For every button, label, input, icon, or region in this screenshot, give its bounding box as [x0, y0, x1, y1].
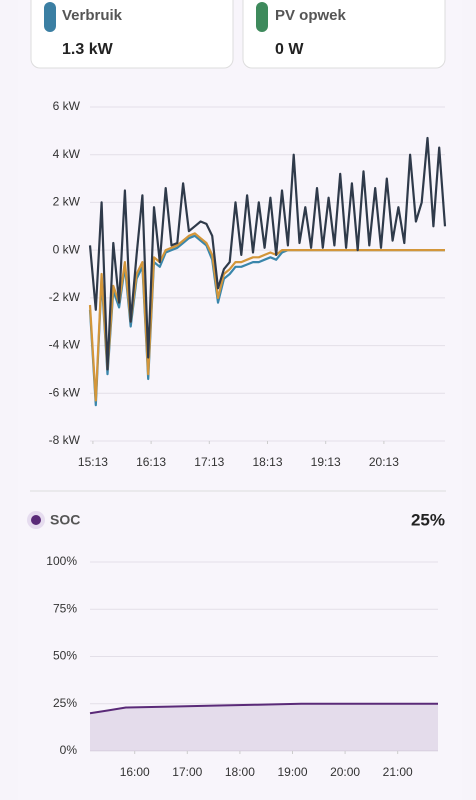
y-tick-label: 50% [53, 649, 77, 663]
y-tick-label: 25% [53, 696, 77, 710]
panel [18, 0, 462, 800]
x-tick-label: 20:13 [369, 455, 399, 469]
card-value: 0 W [275, 41, 304, 58]
card-icon [44, 2, 56, 32]
area [90, 703, 438, 751]
card-icon [256, 2, 268, 32]
x-tick-label: 15:13 [78, 455, 108, 469]
y-tick-label: -4 kW [49, 338, 81, 352]
legend-label: SOC [50, 512, 80, 528]
card [30, 0, 234, 69]
y-tick-label: 6 kW [53, 99, 81, 113]
y-tick-label: -2 kW [49, 290, 81, 304]
card-value: 1.3 kW [62, 41, 114, 58]
x-tick-label: 20:00 [330, 765, 360, 779]
y-tick-label: 2 kW [53, 195, 81, 209]
x-tick-label: 17:00 [172, 765, 202, 779]
y-tick-label: 0% [60, 743, 78, 757]
x-tick-label: 18:13 [252, 455, 282, 469]
x-tick-label: 21:00 [383, 765, 413, 779]
x-tick-label: 16:00 [120, 765, 150, 779]
card [242, 0, 446, 69]
x-tick-label: 19:00 [277, 765, 307, 779]
y-tick-label: 75% [53, 601, 77, 615]
y-tick-label: -8 kW [49, 433, 81, 447]
y-tick-label: 4 kW [53, 147, 81, 161]
line [88, 136, 447, 371]
current-value: 25% [411, 510, 445, 529]
line [89, 702, 438, 715]
legend-dot [31, 515, 41, 525]
y-tick-label: 100% [46, 554, 77, 568]
card-label: Verbruik [62, 7, 123, 24]
card-label: PV opwek [275, 7, 347, 24]
x-tick-label: 17:13 [194, 455, 224, 469]
x-tick-label: 16:13 [136, 455, 166, 469]
y-tick-label: 0 kW [53, 242, 81, 256]
x-tick-label: 19:13 [311, 455, 341, 469]
y-tick-label: -6 kW [49, 385, 81, 399]
x-tick-label: 18:00 [225, 765, 255, 779]
